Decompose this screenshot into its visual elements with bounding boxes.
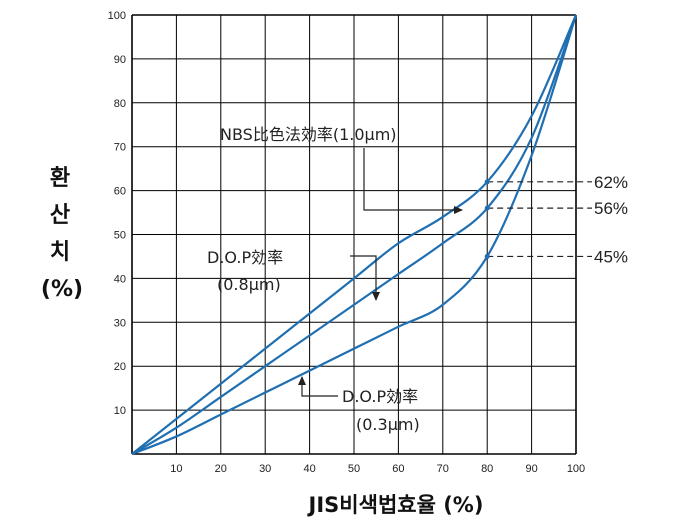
annotations: NBS比色法効率(1.0μm) D.O.P効率 (0.8μm) D.O.P効率 (0.3… [207, 125, 463, 434]
axis-ticks: 10 20 30 40 50 60 70 80 90 100 10 20 30 40 50 60 70 80 90 1… [108, 10, 586, 475]
y-tick-label: 40 [114, 273, 126, 285]
y-tick-label: 30 [114, 317, 126, 329]
marker-point [484, 179, 490, 185]
markers: 62% 56% 45% [484, 173, 628, 266]
annotation-dop08-line2: (0.8μm) [217, 275, 281, 294]
series-line-3 [131, 14, 578, 456]
y-tick-label: 80 [114, 98, 126, 110]
x-tick-label: 60 [392, 463, 404, 475]
y-axis-label-line-3: 치 [50, 240, 70, 265]
y-axis-label-line-1: 환 [50, 166, 70, 191]
marker-label: 62% [594, 173, 628, 192]
x-tick-label: 40 [303, 463, 315, 475]
y-tick-label: 60 [114, 186, 126, 198]
annotation-dop03-line1: D.O.P効率 [342, 387, 418, 406]
x-tick-label: 80 [481, 463, 493, 475]
x-tick-label: 100 [567, 463, 585, 475]
x-tick-label: 50 [348, 463, 360, 475]
annotation-dop08-line1: D.O.P効率 [207, 248, 283, 267]
x-tick-label: 90 [525, 463, 537, 475]
curves [131, 14, 578, 456]
y-axis-label-line-2: 산 [50, 203, 70, 228]
y-tick-label: 100 [108, 10, 126, 22]
x-tick-label: 10 [170, 463, 182, 475]
marker-label: 45% [594, 247, 628, 266]
y-tick-label: 10 [114, 405, 126, 417]
x-tick-label: 30 [259, 463, 271, 475]
y-tick-label: 20 [114, 361, 126, 373]
x-axis-label: JIS비색법효율 (%) [307, 493, 484, 517]
annotation-nbs: NBS比色法効率(1.0μm) [220, 125, 397, 144]
annotation-dop03-arrow [298, 376, 338, 397]
y-axis-label: 환 산 치 (%) [41, 166, 83, 302]
x-tick-label: 20 [215, 463, 227, 475]
marker-point [484, 205, 490, 211]
marker-point [484, 253, 490, 259]
y-tick-label: 70 [114, 142, 126, 154]
annotation-dop03-line2: (0.3μm) [356, 415, 420, 434]
y-axis-label-line-4: (%) [41, 277, 83, 302]
marker-label: 56% [594, 199, 628, 218]
series-line-2 [131, 14, 578, 455]
series-line-1 [131, 14, 578, 455]
annotation-nbs-arrow [363, 148, 463, 214]
annotation-dop08-arrow [350, 255, 380, 301]
y-tick-label: 90 [114, 54, 126, 66]
y-tick-label: 50 [114, 230, 126, 242]
x-tick-label: 70 [437, 463, 449, 475]
